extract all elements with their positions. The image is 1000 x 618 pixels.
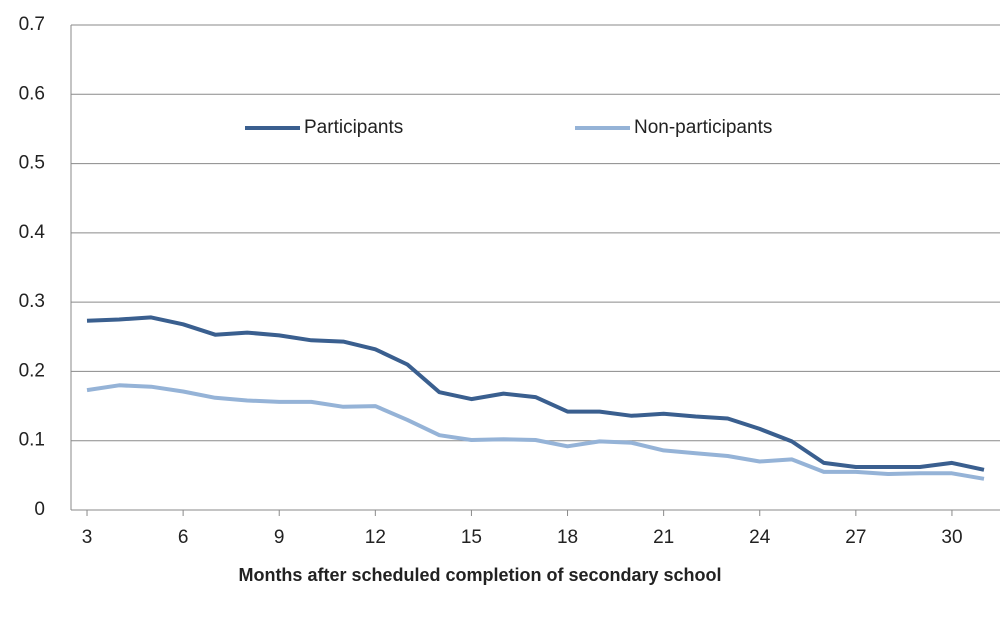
y-tick-label: 0.2 [19, 360, 45, 381]
x-axis-label: Months after scheduled completion of sec… [238, 565, 721, 585]
x-tick-label: 18 [557, 527, 578, 548]
x-tick-label: 15 [461, 527, 482, 548]
y-tick-label: 0.6 [19, 83, 45, 104]
y-tick-label: 0 [34, 499, 45, 520]
y-tick-label: 0.3 [19, 291, 45, 312]
x-tick-label: 3 [82, 527, 93, 548]
legend-label: Participants [304, 117, 403, 138]
legend-label: Non-participants [634, 117, 772, 138]
x-tick-label: 6 [178, 527, 189, 548]
y-tick-label: 0.4 [19, 222, 46, 243]
series-line [86, 383, 985, 481]
y-tick-label: 0.5 [19, 153, 45, 174]
x-tick-label: 12 [365, 527, 386, 548]
series-line [86, 315, 985, 472]
x-tick-label: 24 [749, 527, 771, 548]
x-tick-label: 21 [653, 527, 674, 548]
x-tick-label: 30 [941, 527, 962, 548]
x-tick-label: 9 [274, 527, 285, 548]
y-tick-label: 0.7 [19, 14, 45, 35]
x-tick-label: 27 [845, 527, 866, 548]
y-tick-label: 0.1 [19, 430, 45, 451]
